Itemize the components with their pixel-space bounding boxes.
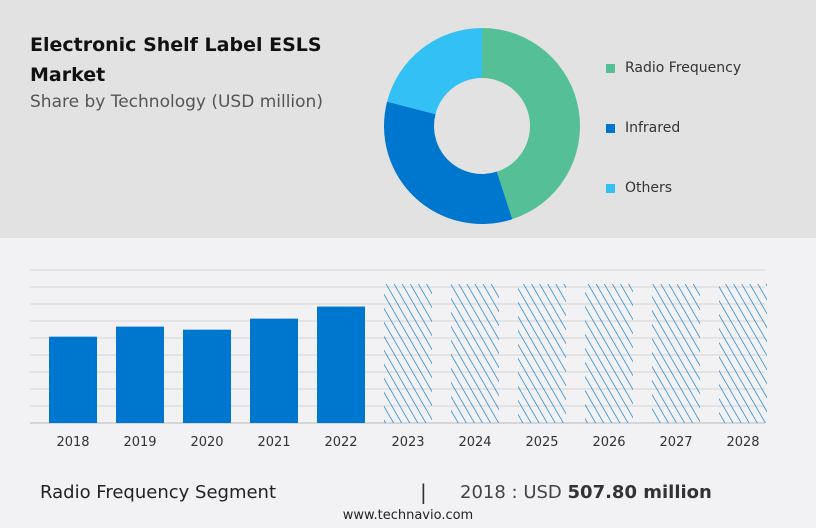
chart-subtitle: Share by Technology (USD million) (30, 92, 323, 112)
legend-swatch (606, 63, 615, 73)
segment-value: 2018 : USD 507.80 million (460, 482, 712, 503)
source-url[interactable]: www.technavio.com (342, 508, 474, 523)
x-tick-label: 2022 (324, 435, 357, 450)
chart-title: Electronic Shelf Label ESLS Market (30, 34, 322, 86)
legend-swatch (606, 123, 615, 133)
bar-chart: 2018 2019 2020 2021 2022 2023 2024 2025 2026 2027… (30, 269, 767, 450)
legend-label: Others (625, 180, 673, 196)
segment-label: Radio Frequency Segment (40, 482, 277, 503)
bar-forecast-2027 (652, 284, 700, 423)
legend-label: Radio Frequency (625, 60, 742, 76)
value-prefix: 2018 : USD (460, 482, 562, 503)
x-tick-label: 2019 (123, 435, 156, 450)
bar-2019 (116, 326, 164, 423)
legend-label: Infrared (625, 120, 681, 136)
x-tick-label: 2018 (56, 435, 89, 450)
donut-slice-radio-frequency (482, 28, 580, 220)
x-tick-label: 2025 (525, 435, 558, 450)
bar-2022 (317, 306, 365, 423)
bar-2021 (250, 318, 298, 423)
x-tick-label: 2023 (391, 435, 424, 450)
donut-slice-others (387, 28, 482, 115)
value-amount: 507.80 million (567, 482, 712, 503)
bar-2020 (183, 329, 231, 423)
separator: | (420, 480, 427, 504)
x-tick-label: 2020 (190, 435, 223, 450)
legend-item: Others (606, 180, 672, 196)
legend-swatch (606, 183, 615, 193)
legend-item: Radio Frequency (606, 60, 741, 76)
legend-item: Infrared (606, 120, 680, 136)
bar-2018 (49, 336, 97, 423)
donut-chart (384, 28, 580, 224)
bar-forecast-2023 (384, 284, 432, 423)
bar-forecast-2028 (719, 284, 767, 423)
x-tick-label: 2027 (659, 435, 692, 450)
donut-slice-infrared (384, 101, 513, 224)
x-tick-label: 2026 (592, 435, 625, 450)
bar-forecast-2024 (451, 284, 499, 423)
x-tick-label: 2028 (726, 435, 759, 450)
bar-forecast-2025 (518, 284, 566, 423)
bar-forecast-2026 (585, 284, 633, 423)
x-tick-label: 2024 (458, 435, 491, 450)
x-tick-label: 2021 (257, 435, 290, 450)
